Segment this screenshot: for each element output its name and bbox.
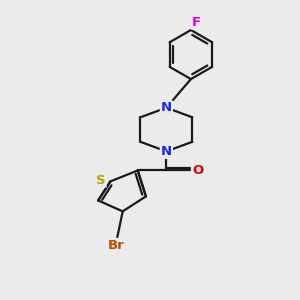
Text: Br: Br [107,239,124,252]
Text: F: F [192,16,201,29]
Text: N: N [161,101,172,114]
Text: S: S [96,173,106,187]
Text: N: N [161,145,172,158]
Text: O: O [192,164,203,177]
